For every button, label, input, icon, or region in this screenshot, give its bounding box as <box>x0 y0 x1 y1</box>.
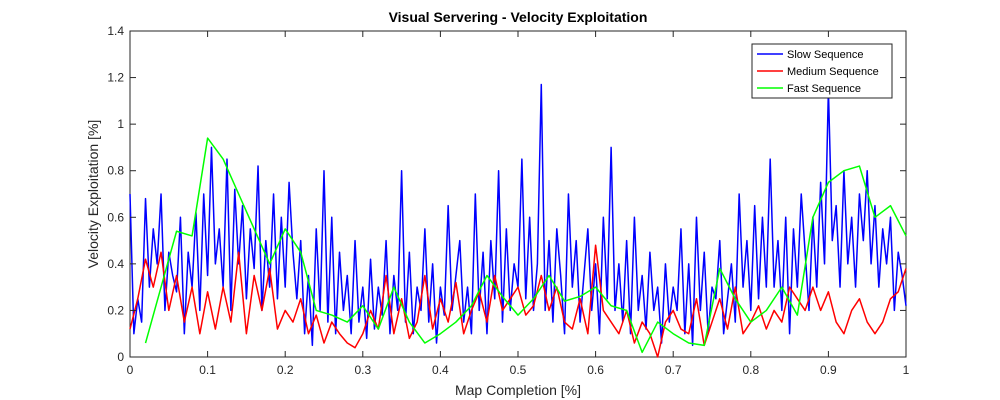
x-tick-label: 0.8 <box>742 363 759 377</box>
x-tick-label: 0.2 <box>277 363 294 377</box>
legend-label-1: Medium Sequence <box>787 66 879 78</box>
y-tick-label: 1.2 <box>107 71 124 85</box>
y-tick-label: 1.4 <box>107 24 124 38</box>
y-tick-label: 0.8 <box>107 164 124 178</box>
x-tick-label: 0 <box>127 363 134 377</box>
chart-title: Visual Servering - Velocity Exploitation <box>389 9 648 25</box>
x-tick-label: 0.3 <box>354 363 371 377</box>
series-line-1 <box>129 244 907 358</box>
series-layer <box>129 83 907 358</box>
x-tick-label: 0.4 <box>432 363 449 377</box>
legend-label-2: Fast Sequence <box>787 83 861 95</box>
x-tick-label: 0.6 <box>587 363 604 377</box>
legend-items: Slow Sequence Medium Sequence Fast Sequenc… <box>757 49 879 95</box>
legend-label-0: Slow Sequence <box>787 49 863 61</box>
y-axis-label: Velocity Exploitation [%] <box>85 120 101 269</box>
series-line-2 <box>144 137 907 354</box>
x-tick-label: 0.1 <box>199 363 216 377</box>
y-tick-label: 0.6 <box>107 210 124 224</box>
y-tick-label: 1 <box>117 117 124 131</box>
x-tick-label: 0.7 <box>665 363 682 377</box>
y-tick-label: 0.4 <box>107 257 124 271</box>
x-axis-label: Map Completion [%] <box>455 382 581 398</box>
x-tick-label: 0.9 <box>820 363 837 377</box>
x-tick-label: 1 <box>903 363 910 377</box>
y-tick-label: 0.2 <box>107 303 124 317</box>
y-tick-label: 0 <box>117 350 124 364</box>
x-tick-label: 0.5 <box>510 363 527 377</box>
axes-layer: 0 0.1 0.2 0.3 0.4 0.5 0.6 0.7 0.8 0.9 1 0 0.2 0.4 0.6 0… <box>107 24 909 377</box>
legend: Slow Sequence Medium Sequence Fast Sequenc… <box>751 43 893 99</box>
